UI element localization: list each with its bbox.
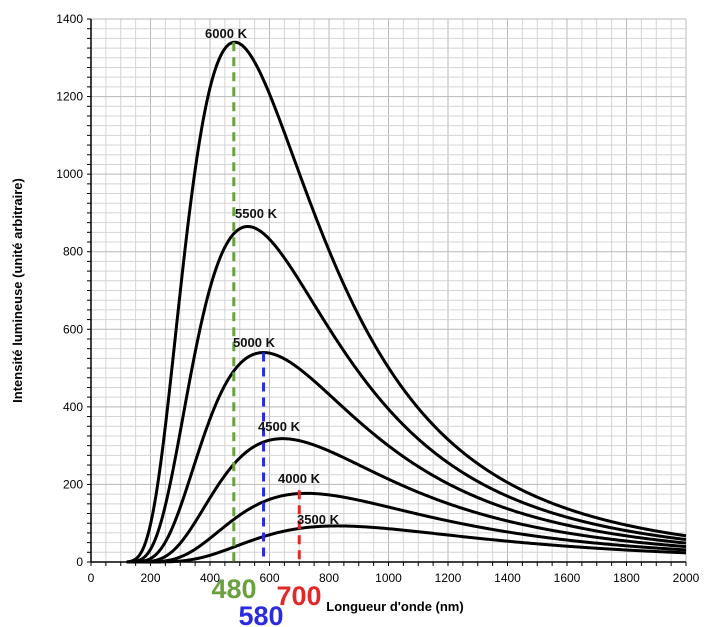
x-tick-label: 800 (319, 571, 339, 585)
axes: 0 200 400 600 800 1000 1200 1400 0 200 400 600 800 10… (56, 12, 699, 585)
series-line (126, 351, 687, 564)
x-tick-label: 400 (200, 571, 220, 585)
curve-label: 4500 K (258, 419, 301, 434)
y-tick-label: 200 (63, 477, 83, 491)
series-line (126, 437, 687, 564)
y-axis-title: Intensité lumineuse (unité arbitraire) (10, 178, 25, 403)
y-tick-label: 800 (63, 245, 83, 259)
series-line (126, 491, 687, 564)
curve-label: 4000 K (278, 471, 321, 486)
y-tick-label: 400 (63, 400, 83, 414)
curve-label: 3500 K (297, 512, 340, 527)
curve-label: 5500 K (235, 206, 278, 221)
wavelength-label: 700 (276, 581, 321, 611)
x-tick-label: 1600 (554, 571, 581, 585)
series-line (126, 40, 687, 564)
x-tick-label: 0 (88, 571, 95, 585)
x-tick-label: 1000 (375, 571, 402, 585)
x-tick-label: 1200 (435, 571, 462, 585)
x-tick-label: 1800 (613, 571, 640, 585)
curve-label: 6000 K (205, 26, 248, 41)
y-tick-label: 1000 (56, 167, 83, 181)
y-tick-label: 0 (76, 555, 83, 569)
y-tick-label: 1400 (56, 12, 83, 26)
curve-label: 5000 K (233, 335, 276, 350)
x-tick-label: 600 (259, 571, 279, 585)
peak-markers (232, 42, 301, 562)
x-axis-title: Longueur d'onde (nm) (326, 599, 463, 614)
wavelength-label: 580 (238, 601, 283, 627)
x-tick-label: 1400 (494, 571, 521, 585)
labels: 6000 K 5500 K 5000 K 4500 K 4000 K 3500 K 4805… (205, 26, 340, 627)
x-tick-label: 200 (140, 571, 160, 585)
y-tick-label: 600 (63, 322, 83, 336)
series-line (126, 225, 687, 564)
curves (126, 40, 687, 564)
x-tick-label: 2000 (673, 571, 700, 585)
wavelength-label: 480 (211, 574, 256, 604)
y-tick-label: 1200 (56, 90, 83, 104)
series-line (126, 524, 687, 564)
